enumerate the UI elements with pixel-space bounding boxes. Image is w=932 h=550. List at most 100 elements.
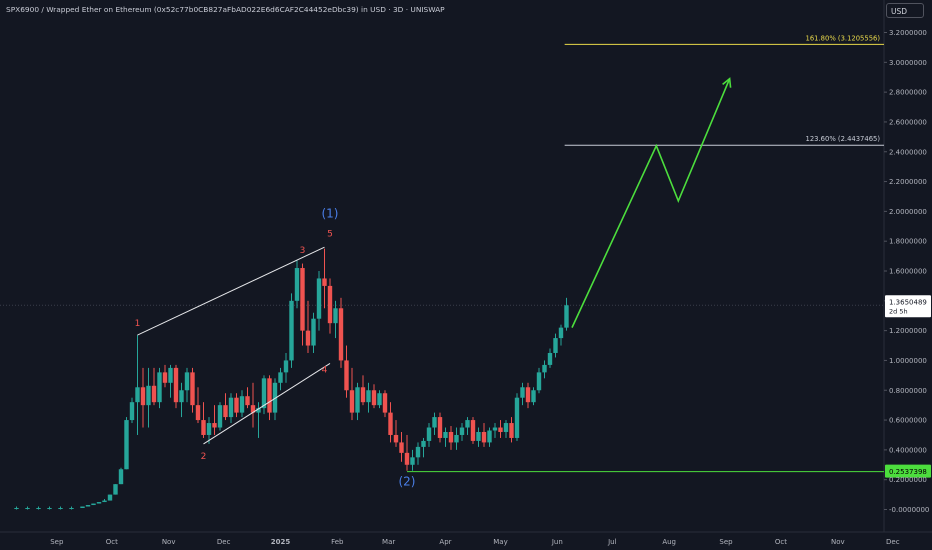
candle-down [349, 367, 355, 421]
candle-down [223, 393, 228, 421]
candle-up [316, 271, 322, 331]
candle-down [360, 375, 366, 406]
candle-body [47, 508, 52, 510]
current-price-label: 1.3650489 [889, 298, 927, 306]
price-tick-label: 0.6000000 [889, 417, 927, 425]
candle-down [201, 402, 206, 438]
candle-up [14, 506, 19, 510]
candle-up [410, 449, 415, 471]
candle-body [250, 405, 256, 413]
candle-body [58, 508, 63, 510]
candle-up [113, 484, 118, 495]
candle-body [36, 508, 41, 510]
currency-button[interactable]: USD [886, 3, 924, 18]
price-tick-label: 2.4000000 [889, 148, 927, 156]
candle-up [239, 390, 245, 418]
candle-up [157, 367, 162, 409]
candle-up [366, 382, 371, 413]
candle-body [135, 387, 140, 403]
candle-body [553, 338, 558, 353]
price-tick-label: 2.6000000 [889, 118, 927, 126]
countdown-label: 2d 5h [889, 307, 908, 315]
candle-body [168, 367, 173, 383]
candle-down [437, 412, 443, 443]
candle-body [547, 352, 553, 365]
time-tick-label: Feb [331, 538, 344, 546]
candle-up [542, 360, 547, 379]
candle-body [316, 278, 322, 319]
candle-down [509, 417, 514, 443]
candle-body [503, 423, 509, 432]
candle-body [404, 452, 410, 465]
candle-down [404, 434, 410, 471]
candle-up [421, 437, 426, 458]
candle-body [525, 387, 531, 403]
candle-body [421, 440, 426, 447]
candle-body [69, 508, 74, 510]
candle-down [173, 364, 179, 409]
candle-down [162, 364, 168, 388]
candle-up [432, 412, 437, 435]
candle-body [102, 500, 107, 503]
candle-body [228, 397, 234, 418]
candle-body [399, 442, 404, 453]
candle-down [338, 297, 344, 368]
candle-down [399, 431, 404, 462]
candle-down [448, 426, 454, 450]
candle-body [190, 372, 195, 406]
candle-body [470, 420, 476, 441]
candle-body [212, 423, 217, 428]
time-tick-label: Mar [382, 538, 395, 546]
candle-body [448, 431, 454, 443]
candle-body [322, 278, 327, 286]
candle-body [476, 431, 481, 441]
candle-up [124, 417, 129, 470]
candle-body [558, 327, 564, 339]
candle-up [96, 502, 102, 504]
candle-body [278, 372, 283, 383]
time-tick-label: Dec [217, 538, 231, 546]
candle-body [195, 405, 201, 421]
candle-body [261, 378, 267, 409]
price-tick-label: 2.8000000 [889, 89, 927, 97]
candle-up [553, 333, 558, 358]
candle-up [476, 427, 481, 447]
candle-body [437, 417, 443, 438]
candle-down [327, 278, 333, 334]
candle-up [333, 300, 338, 339]
candle-body [25, 508, 30, 510]
candle-up [129, 397, 135, 424]
candle-body [498, 427, 503, 432]
candle-body [294, 268, 300, 301]
candle-body [459, 427, 465, 435]
candle-body [487, 430, 492, 443]
candle-up [289, 293, 294, 368]
candle-body [393, 434, 399, 443]
candle-body [366, 390, 371, 403]
candle-body [184, 372, 190, 391]
candle-body [520, 387, 525, 398]
wave-label: 1 [135, 319, 141, 329]
candle-down [344, 345, 349, 398]
price-axis: 3.2000000 3.0000000 2.8000000 2.6000000 2.40… [884, 29, 931, 514]
candle-up [564, 297, 569, 331]
time-axis: Sep Oct Nov Dec 2025 Feb Mar Apr May Jun Jul Aug Sep… [50, 538, 900, 546]
wave-label: 5 [327, 230, 333, 240]
candle-body [173, 367, 179, 403]
wave-label: 3 [300, 246, 306, 256]
candle-body [377, 393, 382, 406]
price-tick-label: 2.2000000 [889, 178, 927, 186]
candle-body [201, 420, 206, 435]
candle-up [36, 506, 41, 510]
candle-body [146, 385, 151, 406]
candle-body [283, 360, 289, 373]
candle-body [113, 484, 118, 495]
candle-down [250, 382, 256, 428]
candle-body [382, 393, 388, 413]
candle-body [333, 308, 338, 324]
candle-up [520, 382, 525, 406]
candle-up [415, 442, 421, 465]
candle-up [256, 402, 261, 438]
price-tick-label: 3.0000000 [889, 59, 927, 67]
